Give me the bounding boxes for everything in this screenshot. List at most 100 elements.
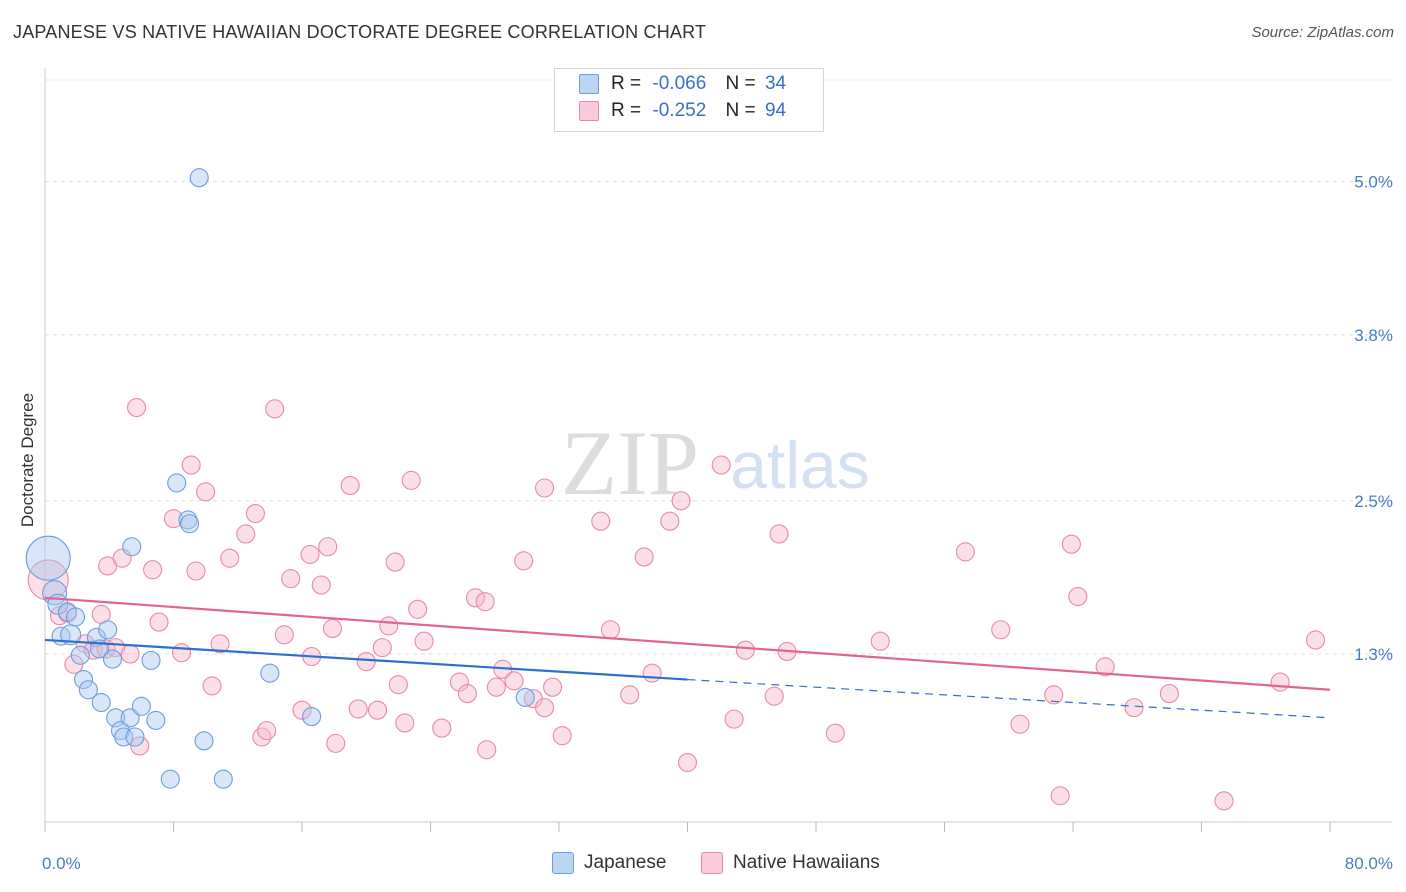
point-native-hawaiians xyxy=(634,547,654,567)
point-native-hawaiians xyxy=(171,643,192,663)
point-native-hawaiians xyxy=(1124,698,1144,718)
point-native-hawaiians xyxy=(265,399,285,419)
point-native-hawaiians xyxy=(401,470,421,490)
point-native-hawaiians xyxy=(181,455,201,475)
point-native-hawaiians xyxy=(388,675,408,695)
point-japanese xyxy=(78,680,98,700)
point-native-hawaiians xyxy=(620,685,640,705)
point-native-hawaiians xyxy=(552,726,572,746)
legend-n-value: 34 xyxy=(764,73,787,94)
point-native-hawaiians xyxy=(257,721,277,741)
trend-lines xyxy=(44,596,1331,719)
point-native-hawaiians xyxy=(591,511,611,531)
point-japanese xyxy=(125,727,145,747)
point-native-hawaiians xyxy=(711,455,731,475)
point-native-hawaiians xyxy=(311,575,331,595)
point-native-hawaiians xyxy=(367,700,388,720)
point-native-hawaiians xyxy=(504,671,524,691)
legend-row-japanese: R = -0.066 N = 34 xyxy=(579,73,786,99)
point-native-hawaiians xyxy=(196,482,216,502)
point-native-hawaiians xyxy=(477,740,497,760)
legend-n-label: N = xyxy=(725,73,756,94)
legend-swatch-native-hawaiians xyxy=(579,100,599,121)
point-native-hawaiians xyxy=(385,552,405,572)
point-native-hawaiians xyxy=(735,640,755,660)
point-native-hawaiians xyxy=(465,588,486,608)
point-native-hawaiians xyxy=(1061,534,1081,554)
point-japanese xyxy=(213,769,233,789)
point-native-hawaiians xyxy=(149,612,169,632)
point-native-hawaiians xyxy=(202,676,222,696)
point-native-hawaiians xyxy=(236,524,256,544)
point-native-hawaiians xyxy=(379,616,399,636)
point-native-hawaiians xyxy=(1305,630,1326,650)
point-native-hawaiians xyxy=(300,544,320,564)
point-native-hawaiians xyxy=(600,620,620,640)
legend-r-label: R = xyxy=(611,73,642,94)
point-native-hawaiians xyxy=(220,548,240,568)
point-native-hawaiians xyxy=(825,723,845,743)
point-native-hawaiians xyxy=(1044,685,1064,705)
point-native-hawaiians xyxy=(322,618,343,639)
bottom-legend-swatch-native-hawaiians xyxy=(701,852,723,874)
point-native-hawaiians xyxy=(318,537,338,557)
point-japanese xyxy=(180,514,200,534)
point-native-hawaiians xyxy=(955,542,975,562)
axes xyxy=(44,68,1392,832)
watermark-zip: ZIP xyxy=(561,412,699,514)
point-native-hawaiians xyxy=(457,684,477,704)
point-native-hawaiians xyxy=(292,700,312,720)
point-native-hawaiians xyxy=(642,663,662,683)
bottom-legend-native-hawaiians: Native Hawaiians xyxy=(701,852,880,874)
point-native-hawaiians xyxy=(414,631,434,651)
point-native-hawaiians xyxy=(130,736,150,756)
point-japanese xyxy=(131,696,151,716)
point-japanese xyxy=(114,727,134,747)
point-native-hawaiians xyxy=(1068,586,1088,607)
point-japanese xyxy=(74,669,94,690)
point-japanese xyxy=(122,537,142,557)
trend-line-native-hawaiians xyxy=(44,596,1331,691)
tick-labels: 1.3% 2.5% 3.8% 5.0% 0.0% 80.0% xyxy=(42,173,1393,873)
point-japanese xyxy=(302,707,322,727)
point-japanese xyxy=(65,607,86,627)
point-native-hawaiians xyxy=(372,638,392,658)
point-japanese xyxy=(260,663,280,683)
point-japanese xyxy=(120,708,140,728)
point-native-hawaiians xyxy=(671,491,691,511)
point-native-hawaiians xyxy=(1010,714,1030,734)
point-native-hawaiians xyxy=(281,569,301,589)
point-native-hawaiians xyxy=(408,599,428,619)
point-native-hawaiians xyxy=(432,718,452,738)
point-native-hawaiians xyxy=(356,652,376,672)
point-native-hawaiians xyxy=(660,511,680,531)
point-japanese xyxy=(141,650,161,670)
y-tick-label: 1.3% xyxy=(1354,645,1393,664)
point-native-hawaiians xyxy=(514,551,534,571)
point-japanese xyxy=(160,769,180,789)
point-native-hawaiians xyxy=(1270,672,1290,692)
bottom-legend-label-native-hawaiians: Native Hawaiians xyxy=(733,852,880,874)
source-attribution: Source: ZipAtlas.com xyxy=(1251,24,1394,41)
point-japanese xyxy=(189,168,209,188)
point-native-hawaiians xyxy=(1214,791,1234,811)
point-native-hawaiians xyxy=(764,686,784,706)
legend-r-value: -0.066 xyxy=(652,73,707,94)
point-native-hawaiians xyxy=(143,560,163,580)
point-native-hawaiians xyxy=(274,625,294,645)
grid-lines xyxy=(45,79,1392,655)
legend-r-label: R = xyxy=(611,100,642,121)
point-japanese xyxy=(146,710,166,730)
point-native-hawaiians xyxy=(326,733,346,753)
point-native-hawaiians xyxy=(127,398,147,418)
bottom-legend-swatch-japanese xyxy=(552,852,574,874)
point-native-hawaiians xyxy=(534,698,555,718)
point-native-hawaiians xyxy=(991,620,1011,640)
point-native-hawaiians xyxy=(870,631,890,651)
point-native-hawaiians xyxy=(449,672,469,692)
point-native-hawaiians xyxy=(1095,657,1115,677)
legend-swatch-japanese xyxy=(579,73,599,94)
point-japanese xyxy=(70,645,90,665)
point-japanese xyxy=(194,731,214,751)
